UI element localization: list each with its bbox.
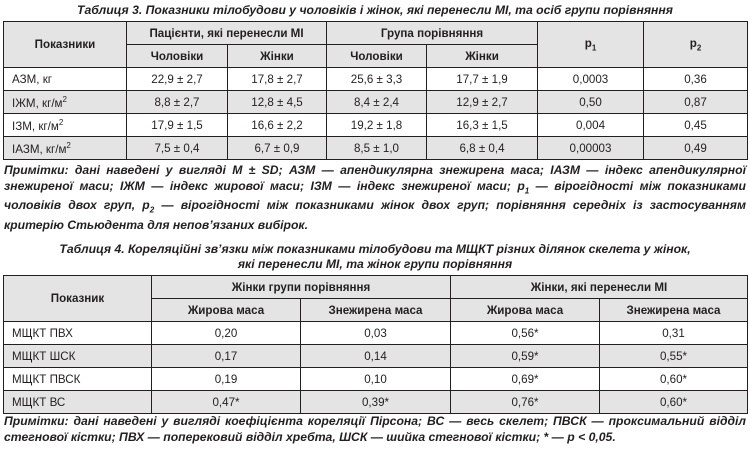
table-cell: 0,39* [300, 390, 451, 414]
table-cell: 0,56* [450, 321, 600, 345]
table-cell: 8,8 ± 2,7 [126, 90, 228, 114]
table3-header-p2: p2 [643, 21, 749, 68]
table-row: МЩКТ ПВСК 0,19 0,10 0,69* 0,60* [3, 367, 748, 391]
row-label: МЩКТ ВС [3, 390, 152, 414]
table-cell: 0,55* [599, 344, 748, 368]
row-label: МЩКТ ШСК [3, 344, 152, 368]
table4-header-indicator: Показник [3, 275, 152, 322]
table-cell: 17,9 ± 1,5 [126, 113, 228, 137]
table4-note: Примітки: дані наведені у вигляді коефіц… [4, 414, 746, 444]
table4-header-patient-lean: Знежирена маса [599, 298, 748, 322]
table-cell: 0,00003 [537, 136, 645, 160]
table4-caption-line1: Таблиця 4. Кореляційні зв’язки між показ… [59, 242, 691, 256]
table-cell: 22,9 ± 2,7 [126, 67, 228, 91]
table3-header-patients-women: Жінки [227, 44, 327, 68]
table-cell: 8,5 ± 1,0 [326, 136, 427, 160]
table-row: ІАЗМ, кг/м2 7,5 ± 0,4 6,7 ± 0,9 8,5 ± 1,… [3, 136, 749, 160]
table-cell: 0,17 [151, 344, 301, 368]
table4-header-comparison-fat: Жирова маса [151, 298, 301, 322]
table-cell: 16,6 ± 2,2 [227, 113, 327, 137]
table-cell: 0,50 [537, 90, 645, 114]
table4-header-comparison-women: Жінки групи порівняння [151, 275, 451, 299]
table-row: ІЗМ, кг/м2 17,9 ± 1,5 16,6 ± 2,2 19,2 ± … [3, 113, 749, 137]
row-label: ІЖМ, кг/м2 [3, 90, 127, 114]
table4-header-patient-fat: Жирова маса [450, 298, 600, 322]
table3-header-indicator: Показники [3, 21, 127, 68]
table-cell: 0,10 [300, 367, 451, 391]
table-cell: 25,6 ± 3,3 [326, 67, 427, 91]
row-label: ІАЗМ, кг/м2 [3, 136, 127, 160]
table-row: МЩКТ ШСК 0,17 0,14 0,59* 0,55* [3, 344, 748, 368]
table3-header-comparison-women: Жінки [425, 44, 539, 68]
table3-header-comparison-men: Чоловіки [326, 44, 427, 68]
table3-header-patients: Пацієнти, які перенесли МІ [126, 21, 327, 45]
row-label: МЩКТ ПВСК [3, 367, 152, 391]
table3-header-patients-men: Чоловіки [126, 44, 228, 68]
table-cell: 0,87 [643, 90, 749, 114]
table-cell: 0,59* [450, 344, 600, 368]
table-cell: 0,03 [300, 321, 451, 345]
table-cell: 0,31 [599, 321, 748, 345]
table-cell: 16,3 ± 1,5 [425, 113, 539, 137]
table-cell: 0,76* [450, 390, 600, 414]
table3: Показники Пацієнти, які перенесли МІ Гру… [3, 21, 749, 160]
table3-note: Примітки: дані наведені у вигляді M ± SD… [4, 163, 746, 233]
table-cell: 17,8 ± 2,7 [227, 67, 327, 91]
table-cell: 0,47* [151, 390, 301, 414]
table-cell: 0,45 [643, 113, 749, 137]
table-row: МЩКТ ПВХ 0,20 0,03 0,56* 0,31 [3, 321, 748, 345]
table3-caption: Таблиця 3. Показники тілобудови у чолові… [77, 3, 673, 17]
table4-header-patient-women: Жінки, які перенесли МІ [450, 275, 748, 299]
table-cell: 17,7 ± 1,9 [425, 67, 539, 91]
table3-header-p1: p1 [537, 21, 645, 68]
row-label: АЗМ, кг [3, 67, 127, 91]
table-cell: 7,5 ± 0,4 [126, 136, 228, 160]
table-cell: 0,14 [300, 344, 451, 368]
table-cell: 12,8 ± 4,5 [227, 90, 327, 114]
table-cell: 0,60* [599, 390, 748, 414]
table-cell: 19,2 ± 1,8 [326, 113, 427, 137]
table3-header-comparison: Група порівняння [325, 21, 539, 45]
table-cell: 0,60* [599, 367, 748, 391]
table-cell: 0,004 [537, 113, 645, 137]
table-cell: 12,9 ± 2,7 [425, 90, 539, 114]
row-label: МЩКТ ПВХ [3, 321, 152, 345]
table-cell: 0,36 [643, 67, 749, 91]
table4-caption-line2: які перенесли МІ, та жінок групи порівня… [237, 257, 513, 271]
row-label: ІЗМ, кг/м2 [3, 113, 127, 137]
table-cell: 6,8 ± 0,4 [425, 136, 539, 160]
table-row: АЗМ, кг 22,9 ± 2,7 17,8 ± 2,7 25,6 ± 3,3… [3, 67, 749, 91]
table-cell: 0,69* [450, 367, 600, 391]
table-cell: 8,4 ± 2,4 [326, 90, 427, 114]
table-row: МЩКТ ВС 0,47* 0,39* 0,76* 0,60* [3, 390, 748, 414]
table-cell: 0,19 [151, 367, 301, 391]
table-row: ІЖМ, кг/м2 8,8 ± 2,7 12,8 ± 4,5 8,4 ± 2,… [3, 90, 749, 114]
table-cell: 0,0003 [537, 67, 645, 91]
table4-header-comparison-lean: Знежирена маса [300, 298, 451, 322]
table-cell: 0,49 [643, 136, 749, 160]
table4: Показник Жінки групи порівняння Жінки, я… [3, 275, 748, 414]
table-cell: 6,7 ± 0,9 [227, 136, 327, 160]
table-cell: 0,20 [151, 321, 301, 345]
